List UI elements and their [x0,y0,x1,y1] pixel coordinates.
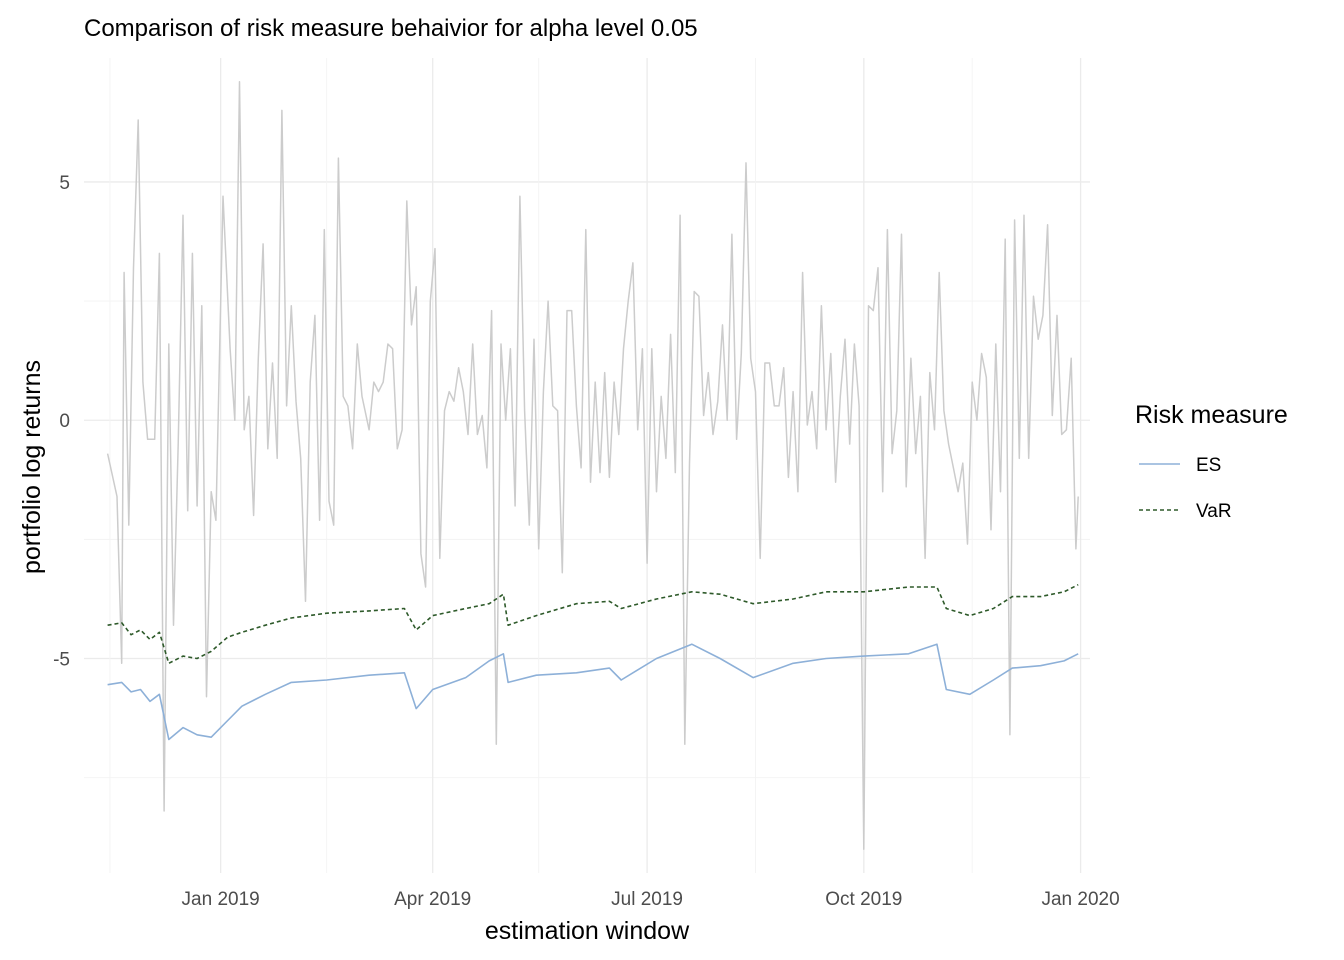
y-tick-label: 0 [59,411,70,432]
x-tick-label: Oct 2019 [825,889,902,910]
y-tick-label: 5 [59,173,70,194]
series-line-var [107,583,1079,665]
y-axis-ticks: -5 0 5 [53,173,70,671]
x-axis-title: estimation window [485,917,690,945]
plot-lines [106,81,1079,850]
x-tick-label: Jan 2019 [182,889,260,910]
legend: Risk measure ES VaR [1135,401,1288,522]
legend-title: Risk measure [1135,401,1288,429]
y-tick-label: -5 [53,650,70,671]
series-line-es [107,643,1079,741]
series-line-returns [106,81,1079,850]
x-tick-label: Jan 2020 [1041,889,1119,910]
x-axis-ticks: Jan 2019 Apr 2019 Jul 2019 Oct 2019 Jan 2020 [182,889,1120,910]
x-tick-label: Apr 2019 [394,889,471,910]
plot-grid [84,58,1090,873]
chart-title: Comparison of risk measure behaivior for… [84,15,698,42]
legend-es-label: ES [1196,455,1221,476]
legend-var-label: VaR [1196,501,1232,522]
x-tick-label: Jul 2019 [611,889,683,910]
y-axis-title: portfolio log returns [18,360,46,574]
